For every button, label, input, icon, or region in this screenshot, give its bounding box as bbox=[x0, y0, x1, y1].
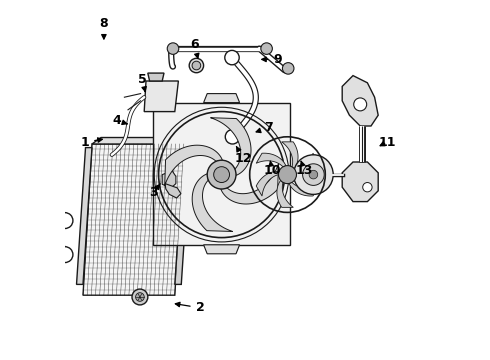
Text: 2: 2 bbox=[175, 301, 204, 314]
Circle shape bbox=[309, 170, 318, 179]
Circle shape bbox=[282, 63, 294, 74]
Text: 13: 13 bbox=[295, 161, 313, 177]
Circle shape bbox=[303, 164, 324, 185]
Circle shape bbox=[136, 293, 144, 301]
Polygon shape bbox=[211, 118, 251, 175]
Polygon shape bbox=[76, 148, 92, 284]
Polygon shape bbox=[165, 184, 181, 198]
Text: 3: 3 bbox=[149, 184, 160, 199]
Circle shape bbox=[278, 166, 296, 184]
Text: 7: 7 bbox=[256, 121, 273, 134]
Polygon shape bbox=[148, 73, 164, 81]
Text: 4: 4 bbox=[113, 114, 127, 127]
Polygon shape bbox=[342, 76, 378, 126]
Polygon shape bbox=[296, 153, 318, 178]
Polygon shape bbox=[256, 153, 286, 167]
Text: 12: 12 bbox=[234, 147, 252, 165]
Text: 11: 11 bbox=[378, 136, 396, 149]
Text: 10: 10 bbox=[263, 161, 281, 177]
Circle shape bbox=[354, 98, 367, 111]
Polygon shape bbox=[256, 171, 279, 196]
Polygon shape bbox=[221, 163, 278, 204]
Circle shape bbox=[189, 58, 204, 73]
Circle shape bbox=[132, 289, 148, 305]
Polygon shape bbox=[342, 162, 378, 202]
Polygon shape bbox=[192, 174, 233, 231]
Circle shape bbox=[363, 183, 372, 192]
Polygon shape bbox=[277, 180, 294, 207]
Polygon shape bbox=[282, 142, 298, 169]
Circle shape bbox=[214, 167, 229, 183]
Circle shape bbox=[57, 213, 73, 229]
Circle shape bbox=[261, 43, 272, 54]
Polygon shape bbox=[204, 94, 240, 103]
Polygon shape bbox=[144, 81, 178, 112]
Polygon shape bbox=[289, 183, 319, 196]
Polygon shape bbox=[153, 103, 290, 245]
Polygon shape bbox=[92, 138, 194, 144]
Circle shape bbox=[167, 43, 179, 54]
Text: 9: 9 bbox=[262, 53, 282, 66]
Polygon shape bbox=[204, 245, 240, 254]
Polygon shape bbox=[165, 145, 222, 186]
Circle shape bbox=[207, 160, 236, 189]
Circle shape bbox=[225, 50, 239, 65]
Polygon shape bbox=[162, 171, 176, 188]
Circle shape bbox=[294, 155, 333, 194]
Text: 6: 6 bbox=[190, 39, 199, 58]
Circle shape bbox=[192, 61, 201, 70]
Text: 5: 5 bbox=[138, 73, 147, 91]
Circle shape bbox=[57, 247, 73, 262]
Circle shape bbox=[225, 130, 240, 144]
Polygon shape bbox=[83, 144, 184, 295]
Polygon shape bbox=[175, 148, 190, 284]
Text: 1: 1 bbox=[80, 136, 102, 149]
Text: 8: 8 bbox=[99, 17, 108, 39]
